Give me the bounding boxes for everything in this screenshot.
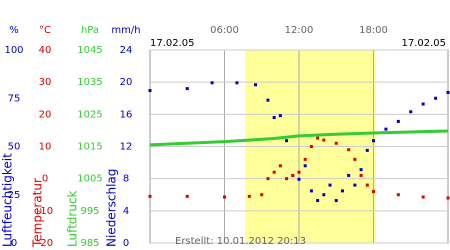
created-note: Erstellt: 10.01.2012 20:13 [175,236,306,247]
data-point [359,173,363,177]
y-tick-label: 16 [120,109,133,120]
data-point [297,170,301,174]
y-tick-label: 1005 [77,174,102,185]
y-tick-label: 1015 [77,142,102,153]
data-point [409,110,413,114]
data-point [334,199,338,203]
date-start: 17.02.05 [150,38,195,49]
data-point [260,193,264,197]
data-point [353,157,357,161]
axis-title: Niederschlag [105,169,119,247]
y-tick-label: 75 [8,93,21,104]
y-tick-label: 8 [123,174,129,185]
data-point [322,193,326,197]
x-tick-label: 06:00 [210,25,239,36]
data-point [340,189,344,193]
data-point [347,173,351,177]
y-tick-label: 20 [120,77,133,88]
y-tick-label: 0 [11,238,17,249]
data-point [235,81,239,85]
x-tick-label: 18:00 [359,25,388,36]
y-tick-label: 50 [8,142,21,153]
y-tick-label: 0 [42,174,48,185]
data-point [446,196,450,200]
y-tick-label: 12 [120,142,133,153]
date-end: 17.02.05 [401,38,446,49]
data-point [421,102,425,106]
data-point [278,164,282,168]
data-point [247,194,251,198]
y-tick-label: 30 [39,77,52,88]
data-point [353,183,357,187]
axis-unit: °C [39,25,51,36]
data-point [272,116,276,120]
y-tick-label: 1035 [77,77,102,88]
y-tick-label: 4 [123,206,129,217]
data-point [446,90,450,94]
y-tick-label: 1045 [77,45,102,56]
data-point [291,173,295,177]
data-point [303,157,307,161]
data-point [185,87,189,91]
y-tick-label: 25 [8,190,21,201]
data-point [421,195,425,199]
y-tick-label: 100 [4,45,23,56]
axis-title: Luftdruck [66,190,80,247]
y-tick-label: -20 [37,238,53,249]
y-tick-label: -10 [37,206,53,217]
data-point [210,81,214,85]
y-tick-label: 0 [123,238,129,249]
y-tick-label: 10 [39,142,52,153]
data-point [434,96,438,100]
data-point [359,168,363,172]
data-point [309,189,313,193]
data-point [322,138,326,142]
data-point [266,98,270,102]
y-tick-label: 985 [80,238,99,249]
data-point [254,83,258,87]
data-point [334,141,338,145]
data-point [303,164,307,168]
axis-title: Luftfeuchtigkeit [1,153,15,247]
data-point [266,177,270,181]
data-point [148,89,152,93]
data-point [365,148,369,152]
data-point [372,190,375,194]
data-point [347,148,351,152]
data-point [223,195,226,199]
y-tick-label: 1025 [77,109,102,120]
y-tick-label: 20 [39,109,52,120]
data-point [272,170,276,174]
y-tick-label: 24 [120,45,133,56]
axis-title: Temperatur [31,178,45,248]
x-tick-label: 12:00 [285,25,314,36]
data-point [396,119,400,123]
data-point [285,139,289,143]
data-point [365,183,369,187]
data-point [285,177,289,181]
data-point [372,139,375,143]
data-point [278,114,282,118]
axis-unit: mm/h [111,25,140,36]
data-point [297,177,301,181]
y-tick-label: 995 [80,206,99,217]
data-point [384,127,388,131]
data-point [396,193,400,197]
data-point [309,145,313,148]
data-point [328,183,332,187]
data-point [316,136,320,140]
axis-unit: hPa [81,25,99,36]
data-point [316,199,320,203]
series-line [149,129,449,147]
axis-unit: % [9,25,19,36]
y-tick-label: 40 [39,45,52,56]
data-point [185,194,189,198]
data-point [148,194,152,198]
